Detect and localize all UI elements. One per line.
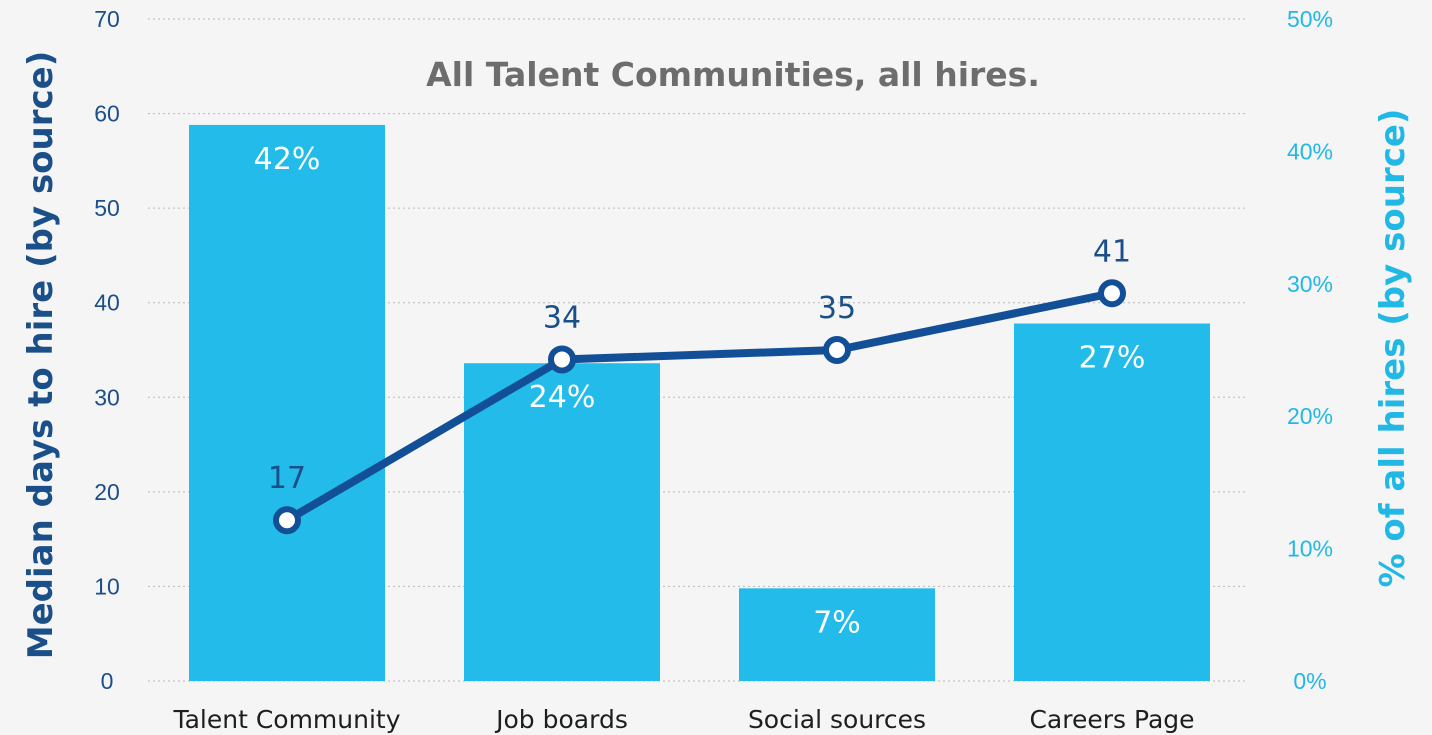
line-value-label: 41: [1093, 234, 1131, 269]
category-label: Talent Community: [172, 705, 400, 734]
category-label: Social sources: [748, 705, 926, 734]
category-label: Job boards: [494, 705, 628, 734]
right-axis-title: % of all hires (by source): [1373, 109, 1413, 588]
bar-value-label: 27%: [1079, 341, 1146, 376]
bar-1: [464, 363, 660, 681]
right-tick-label: 0%: [1293, 668, 1326, 694]
right-tick-label: 50%: [1287, 6, 1333, 32]
right-tick-label: 40%: [1287, 138, 1333, 164]
left-tick-label: 50: [94, 195, 120, 221]
line-layer: [273, 279, 1126, 535]
left-tick-label: 20: [94, 479, 120, 505]
right-tick-label: 30%: [1287, 271, 1333, 297]
line-point-0: [273, 506, 301, 535]
left-tick-label: 10: [94, 573, 120, 599]
bar-3: [1014, 323, 1210, 681]
left-tick-label: 60: [94, 101, 120, 127]
line-point-2: [823, 336, 851, 364]
left-tick-label: 70: [94, 6, 120, 32]
label-layer: 0 10 20 30 40 50 60 70 0% 10% 20% 30% 40% 50% 42% 24% 7%…: [94, 6, 1333, 734]
chart-title: All Talent Communities, all hires.: [426, 55, 1040, 94]
right-tick-label: 10%: [1287, 536, 1333, 562]
category-label: Careers Page: [1029, 705, 1194, 734]
bar-value-label: 24%: [529, 380, 596, 415]
line-series: [283, 289, 1116, 525]
bar-layer: [189, 124, 1210, 682]
bar-2: [739, 588, 935, 681]
line-point-1: [548, 345, 576, 374]
right-tick-label: 20%: [1287, 403, 1333, 429]
line-value-label: 17: [268, 461, 306, 496]
left-tick-label: 30: [94, 384, 120, 410]
left-tick-label: 0: [101, 668, 114, 694]
left-axis-title: Median days to hire (by source): [21, 51, 61, 660]
bar-0: [189, 124, 385, 682]
line-point-3: [1098, 279, 1126, 308]
line-value-label: 34: [543, 300, 581, 335]
left-tick-label: 40: [94, 290, 120, 316]
bar-value-label: 7%: [813, 605, 861, 640]
bar-value-label: 42%: [254, 142, 321, 177]
line-value-label: 35: [818, 291, 856, 326]
